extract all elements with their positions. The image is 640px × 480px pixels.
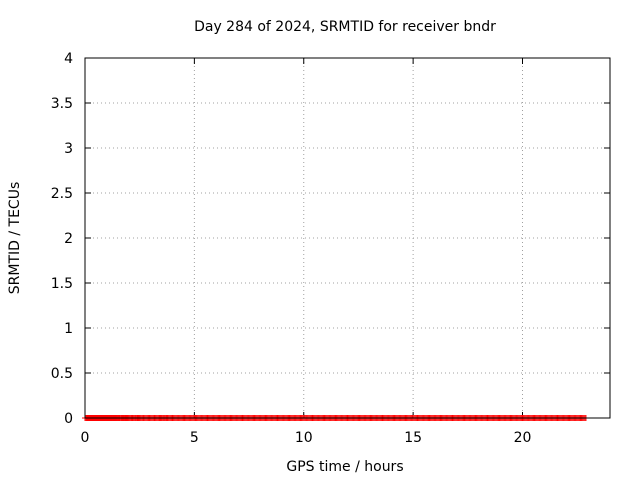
x-tick-label: 15 — [404, 430, 422, 446]
x-axis-label: GPS time / hours — [286, 459, 403, 475]
y-tick-label: 1.5 — [51, 276, 73, 292]
y-tick-labels: 0 0.5 1 1.5 2 2.5 3 3.5 4 — [51, 51, 73, 427]
y-tick-label: 0.5 — [51, 366, 73, 382]
x-tick-label: 5 — [190, 430, 199, 446]
y-tick-label: 2.5 — [51, 186, 73, 202]
chart-title: Day 284 of 2024, SRMTID for receiver bnd… — [194, 19, 496, 35]
axis-ticks — [84, 57, 610, 419]
y-tick-label: 3.5 — [51, 96, 73, 112]
x-tick-label: 0 — [81, 430, 90, 446]
y-tick-label: 3 — [64, 141, 73, 157]
y-tick-label: 1 — [64, 321, 73, 337]
y-axis-label: SRMTID / TECUs — [7, 182, 23, 295]
y-tick-label: 2 — [64, 231, 73, 247]
plot-frame — [84, 57, 611, 419]
x-tick-label: 10 — [295, 430, 313, 446]
gridlines — [85, 58, 610, 418]
x-tick-labels: 0 5 10 15 20 — [81, 430, 532, 446]
x-tick-label: 20 — [514, 430, 532, 446]
y-tick-label: 0 — [64, 411, 73, 427]
y-tick-label: 4 — [64, 51, 73, 67]
